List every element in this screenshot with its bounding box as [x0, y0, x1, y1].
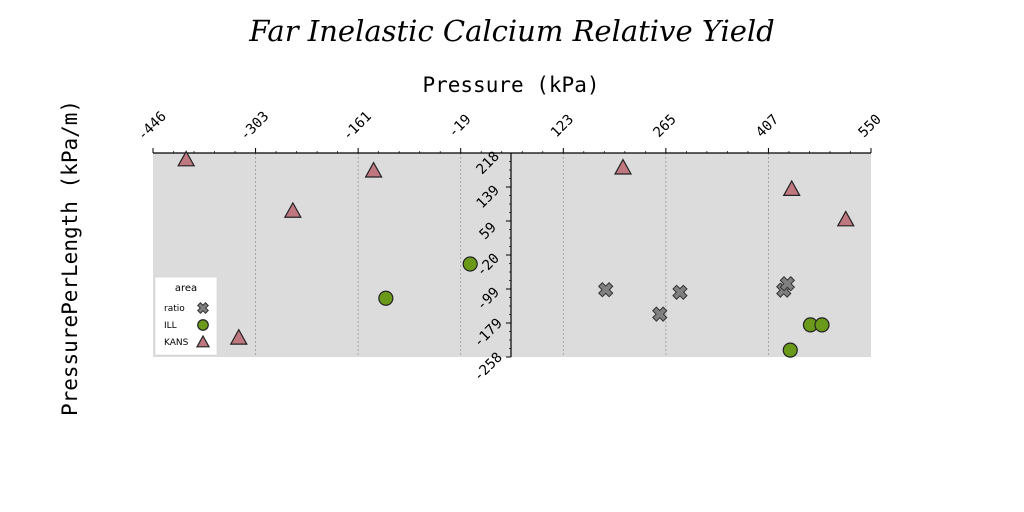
kans-point [613, 158, 633, 175]
legend-marker-ill [197, 319, 209, 331]
ill-point [462, 256, 478, 272]
grid-lines [255, 153, 769, 357]
legend-marker-ratio [197, 302, 209, 314]
x-tick-label: -19 [445, 112, 474, 141]
plot-area [153, 153, 871, 357]
legend-marker-kans [195, 334, 211, 348]
kans-point [782, 179, 801, 196]
x-tick-label: 407 [753, 112, 782, 141]
ratio-point [672, 284, 688, 300]
x-tick-label: -446 [135, 109, 170, 144]
ratio-point [598, 282, 614, 298]
ill-point [378, 290, 394, 306]
x-tick-label: 550 [856, 112, 885, 141]
kans-point [177, 150, 196, 167]
legend-items: ratio ILL KANS [164, 302, 211, 348]
legend-title: area [175, 283, 197, 294]
y-axis-label: PressurePerLength (kPa/m) [58, 100, 82, 416]
kans-point [836, 210, 855, 227]
x-tick-label: 265 [650, 112, 679, 141]
data-points [177, 150, 855, 358]
ratio-point [652, 306, 668, 322]
kans-point [364, 161, 383, 178]
ratio-point [779, 276, 796, 292]
x-tick-label: 123 [548, 112, 577, 141]
axes [152, 148, 872, 358]
ill-point [782, 342, 798, 358]
legend-label-ratio: ratio [164, 304, 185, 314]
x-tick-label: -161 [340, 109, 375, 144]
x-tick-label: -303 [237, 109, 272, 144]
legend-label-kans: KANS [164, 338, 189, 348]
chart-title: Far Inelastic Calcium Relative Yield [249, 14, 775, 48]
kans-point [229, 328, 248, 345]
kans-point [283, 201, 302, 218]
legend: area ratio ILL KANS [154, 276, 218, 356]
x-axis-label: Pressure (kPa) [422, 73, 599, 97]
ill-point [814, 317, 830, 333]
x-tick-labels: -446 -303 -161 -19 123 265 407 550 [135, 109, 885, 144]
legend-label-ill: ILL [164, 321, 177, 331]
